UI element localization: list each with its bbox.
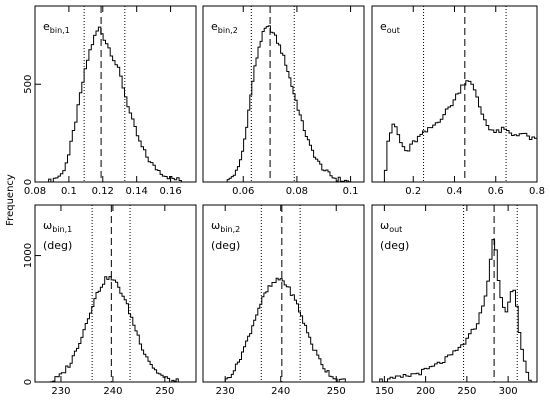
panel-label-unit: (deg) bbox=[43, 239, 72, 252]
x-tick-label: 230 bbox=[216, 386, 235, 397]
panel-label-symbol: ω bbox=[211, 219, 220, 232]
y-tick-label: 0 bbox=[23, 179, 34, 185]
x-tick-label: 0.14 bbox=[126, 186, 148, 197]
panel-label: ωbin,1 bbox=[43, 219, 72, 234]
panel-frame bbox=[202, 204, 365, 383]
panel-label-subscript: bin,1 bbox=[50, 26, 70, 35]
x-tick-label: 230 bbox=[51, 386, 70, 397]
x-tick-label: 150 bbox=[375, 386, 394, 397]
x-tick-label: 0.1 bbox=[61, 186, 77, 197]
histogram-curve bbox=[224, 277, 348, 383]
panel-frame bbox=[34, 5, 197, 183]
panel-label-symbol: e bbox=[211, 20, 218, 33]
panel-label-subscript: out bbox=[389, 225, 402, 234]
histogram-panel-5: 230 240 250 ωbin,2 (deg) bbox=[202, 204, 365, 397]
panel-label-subscript: out bbox=[387, 26, 400, 35]
panel-label: ebin,2 bbox=[211, 20, 238, 35]
panel-label: ωout bbox=[380, 219, 402, 234]
y-tick-label: 1000 bbox=[23, 243, 34, 268]
x-tick-label: 240 bbox=[271, 386, 290, 397]
x-tick-label: 0.06 bbox=[232, 186, 254, 197]
panel-label: eout bbox=[380, 20, 400, 35]
x-tick-label: 0.08 bbox=[24, 186, 46, 197]
histogram-curve bbox=[50, 276, 181, 383]
x-tick-label: 0.08 bbox=[286, 186, 308, 197]
x-tick-label: 300 bbox=[499, 386, 518, 397]
x-tick-label: 0.4 bbox=[447, 186, 463, 197]
panel-label-symbol: ω bbox=[43, 219, 52, 232]
histogram-panel-1: 0.08 0.1 0.12 0.14 0.16 0 500 ebin,1 bbox=[23, 5, 197, 197]
panel-frame bbox=[371, 204, 538, 383]
x-tick-label: 200 bbox=[416, 386, 435, 397]
x-tick-label: 0.1 bbox=[343, 186, 359, 197]
x-tick-label: 250 bbox=[457, 386, 476, 397]
panel-label: ebin,1 bbox=[43, 20, 70, 35]
y-tick-label: 500 bbox=[23, 75, 34, 94]
histogram-panel-3: 0.2 0.4 0.6 0.8 eout bbox=[371, 5, 545, 197]
panel-label-subscript: bin,1 bbox=[52, 225, 72, 234]
panel-label-subscript: bin,2 bbox=[220, 225, 240, 234]
panel-frame bbox=[202, 5, 365, 183]
x-tick-label: 0.12 bbox=[92, 186, 114, 197]
histogram-curve bbox=[383, 80, 538, 182]
x-tick-label: 240 bbox=[103, 386, 122, 397]
panel-label-symbol: e bbox=[43, 20, 50, 33]
histogram-curve bbox=[226, 25, 352, 183]
x-tick-label: 0.16 bbox=[159, 186, 181, 197]
histogram-curve bbox=[48, 26, 191, 183]
histogram-panel-6: 150 200 250 300 ωout (deg) bbox=[371, 204, 538, 397]
x-tick-label: 250 bbox=[327, 386, 346, 397]
x-tick-label: 250 bbox=[155, 386, 174, 397]
panel-label-unit: (deg) bbox=[380, 239, 409, 252]
panel-label: ωbin,2 bbox=[211, 219, 240, 234]
histogram-panel-2: 0.06 0.08 0.1 ebin,2 bbox=[202, 5, 365, 197]
panel-label-unit: (deg) bbox=[211, 239, 240, 252]
x-tick-label: 0.8 bbox=[529, 186, 545, 197]
y-tick-label: 0 bbox=[23, 379, 34, 385]
x-tick-label: 0.2 bbox=[405, 186, 421, 197]
panel-label-subscript: bin,2 bbox=[218, 26, 238, 35]
panel-label-symbol: e bbox=[380, 20, 387, 33]
panel-frame bbox=[34, 204, 197, 383]
x-tick-label: 0.6 bbox=[488, 186, 504, 197]
histogram-panel-4: 230 240 250 0 1000 ωbin,1 (deg) bbox=[23, 204, 197, 397]
histogram-curve bbox=[374, 239, 532, 383]
panel-label-symbol: ω bbox=[380, 219, 389, 232]
y-axis-label: Frequency bbox=[5, 174, 16, 226]
